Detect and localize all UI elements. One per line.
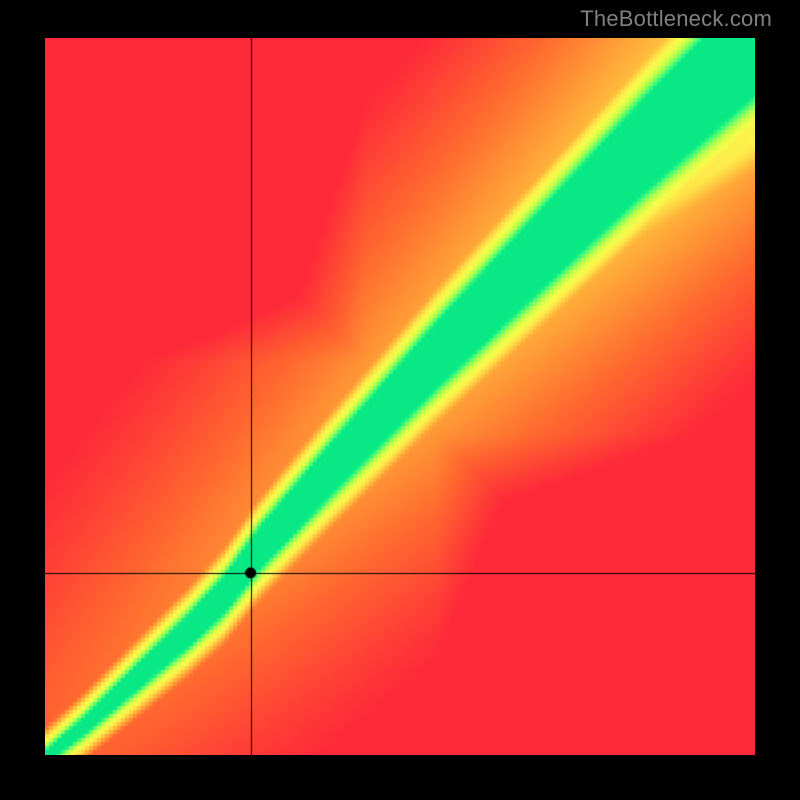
chart-frame: TheBottleneck.com <box>0 0 800 800</box>
heatmap-canvas <box>45 38 755 755</box>
watermark-text: TheBottleneck.com <box>580 6 772 32</box>
heatmap-plot <box>45 38 755 755</box>
